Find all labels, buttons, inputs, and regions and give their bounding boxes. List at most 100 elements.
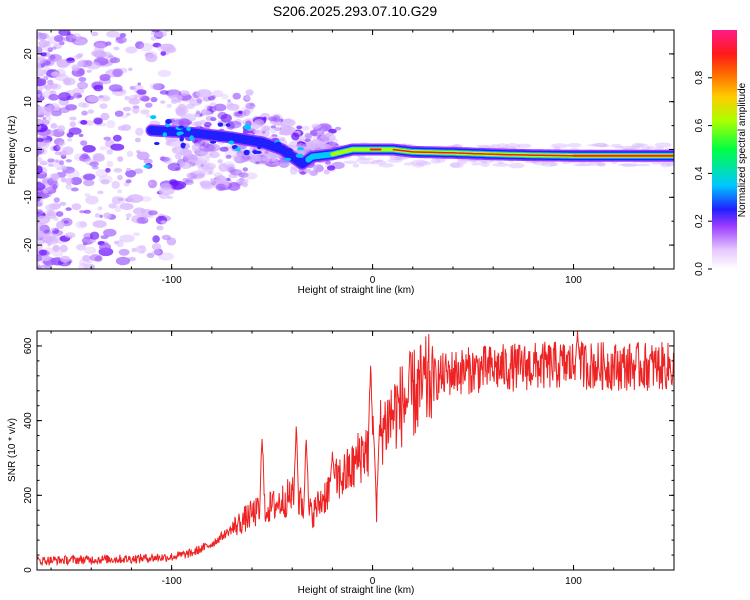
spectrogram-noise-cell: [145, 102, 153, 108]
x-tick-label: 100: [565, 576, 582, 587]
spectrogram-noise-cell: [37, 146, 45, 155]
spectrogram-noise-cell: [51, 46, 57, 50]
spectrogram-noise-cell: [37, 32, 47, 41]
spectrogram-haze-cell: [251, 156, 262, 162]
spectrogram-y-label: Frequency (Hz): [7, 116, 18, 185]
spectrogram-haze-cell: [262, 157, 271, 162]
spectrogram-noise-cell: [83, 209, 91, 214]
spectrogram-noise-cell: [106, 160, 114, 168]
spectrogram-noise-cell: [38, 249, 48, 256]
spectrogram-noise-cell: [125, 167, 131, 172]
spectrogram-noise-cell: [179, 162, 192, 169]
spectrogram-haze-cell: [596, 161, 606, 167]
spectrogram-peak-cell: [295, 153, 304, 158]
spectrogram-noise-cell: [270, 127, 277, 134]
y-tick-label: 200: [23, 487, 34, 504]
spectrogram-haze-cell: [389, 155, 404, 161]
spectrogram-noise-cell: [226, 103, 240, 111]
colorbar-tick-label: 0.4: [694, 166, 705, 180]
spectrogram-noise-cell: [125, 213, 132, 218]
spectrogram-noise-cell: [93, 40, 109, 49]
spectrogram-noise-cell: [57, 203, 61, 207]
spectrogram-noise-cell: [81, 110, 88, 116]
spectrogram-noise-cell: [328, 128, 337, 134]
spectrogram-noise-cell: [312, 135, 317, 140]
spectrogram-noise-cell: [152, 235, 160, 243]
spectrogram-noise-cell: [290, 167, 298, 175]
spectrogram-haze-cell: [266, 154, 279, 158]
spectrogram-noise-cell: [121, 115, 128, 119]
spectrogram-noise-cell: [37, 182, 46, 191]
spectrogram-haze-cell: [550, 143, 569, 149]
spectrogram-haze-cell: [323, 145, 333, 149]
spectrogram-noise-cell: [65, 183, 72, 190]
spectrogram-noise-cell: [135, 245, 147, 254]
spectrogram-haze-cell: [651, 161, 660, 165]
spectrogram-noise-cell: [261, 125, 271, 132]
spectrogram-noise-cell: [143, 158, 153, 165]
y-tick-label: 600: [23, 337, 34, 354]
spectrogram-noise-cell: [206, 105, 213, 111]
spectrogram-noise-cell: [217, 159, 223, 164]
spectrogram-noise-cell: [93, 117, 103, 125]
spectrogram-noise-cell: [254, 119, 264, 126]
spectrogram-noise-cell: [98, 175, 113, 184]
spectrogram-noise-cell: [105, 167, 111, 173]
spectrogram-noise-cell: [105, 41, 112, 46]
spectrogram-noise-cell: [60, 165, 67, 171]
x-tick-label: -100: [162, 275, 182, 286]
spectrogram-noise-cell: [291, 132, 300, 141]
spectrogram-noise-cell: [261, 130, 266, 134]
spectrogram-haze-cell: [614, 145, 624, 149]
spectrogram-haze-cell: [660, 162, 671, 168]
spectrogram-noise-cell: [111, 196, 121, 205]
spectrogram-noise-cell: [232, 110, 247, 118]
spectrogram-noise-cell: [131, 247, 137, 253]
spectrogram-noise-cell: [65, 159, 72, 163]
spectrogram-haze-cell: [257, 154, 268, 159]
spectrogram-noise-cell: [115, 36, 127, 44]
spectrogram-noise-cell: [64, 232, 76, 239]
spectrogram-noise-cell: [57, 125, 66, 133]
spectrogram-haze-cell: [499, 146, 508, 149]
spectrogram-noise-cell: [89, 231, 100, 240]
spectrogram-peak-cell: [284, 157, 292, 162]
spectrogram-noise-cell: [123, 182, 130, 187]
spectrogram-noise-cell: [263, 116, 267, 120]
spectrogram-haze-cell: [588, 163, 602, 166]
spectrogram-noise-cell: [90, 238, 97, 243]
spectrogram-noise-cell: [37, 69, 47, 76]
spectrogram-noise-cell: [53, 197, 60, 203]
spectrogram-noise-cell: [179, 90, 190, 96]
spectrogram-noise-cell: [68, 127, 82, 135]
spectrogram-noise-cell: [51, 173, 60, 181]
spectrogram-noise-cell: [296, 125, 303, 130]
spectrogram-noise-cell: [204, 104, 211, 109]
spectrogram-peak-cell: [297, 147, 304, 151]
spectrogram-noise-cell: [325, 160, 331, 165]
spectrogram-haze-cell: [480, 162, 490, 168]
spectrogram-noise-cell: [95, 169, 108, 178]
spectrogram-noise-cell: [323, 169, 330, 175]
spectrogram-noise-cell: [42, 116, 46, 120]
spectrogram-noise-cell: [210, 179, 220, 185]
spectrogram-noise-cell: [102, 96, 110, 101]
spectrogram-noise-cell: [73, 92, 83, 99]
spectrogram-noise-cell: [146, 252, 155, 258]
spectrogram-noise-cell: [204, 110, 212, 116]
spectrogram-noise-cell: [196, 89, 212, 99]
spectrogram-noise-cell: [118, 248, 130, 256]
spectrogram-haze-cell: [633, 163, 651, 167]
spectrogram-noise-cell: [113, 46, 120, 51]
spectrogram-noise-cell: [133, 168, 144, 174]
spectrogram-noise-cell: [226, 120, 242, 129]
spectrogram-noise-cell: [39, 32, 49, 40]
spectrogram-noise-cell: [243, 109, 251, 116]
spectrogram-noise-cell: [58, 107, 70, 114]
spectrogram-noise-cell: [75, 53, 83, 59]
spectrogram-noise-cell: [199, 119, 206, 125]
spectrogram-haze-cell: [621, 163, 638, 168]
spectrogram-noise-cell: [309, 129, 318, 136]
spectrogram-peak-cell: [284, 151, 291, 157]
